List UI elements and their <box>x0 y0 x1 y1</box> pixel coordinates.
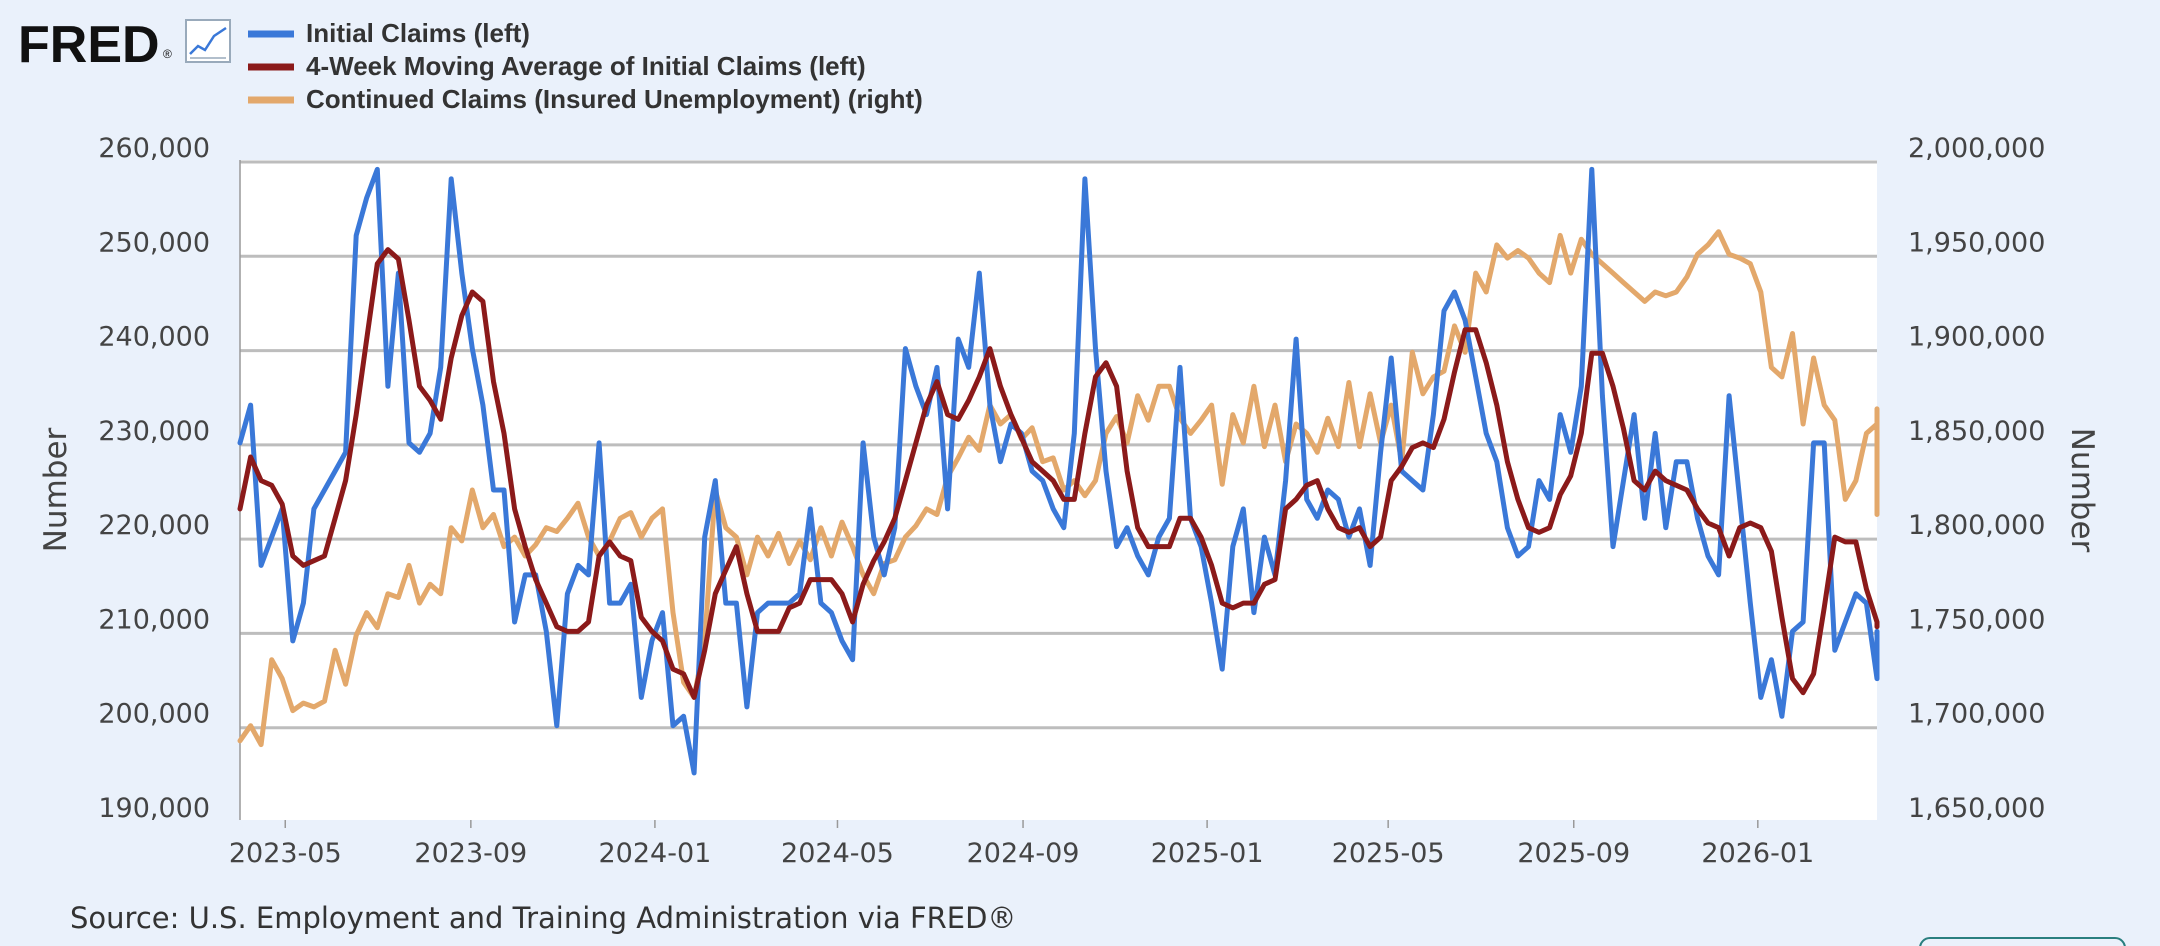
left-axis-title: Number <box>38 427 74 552</box>
left-tick-label: 190,000 <box>98 793 210 824</box>
x-tick-label: 2023-09 <box>414 838 527 869</box>
graph-icon <box>185 19 231 63</box>
legend-label-2: 4-Week Moving Average of Initial Claims … <box>306 51 866 81</box>
right-tick-label: 1,850,000 <box>1908 416 2045 447</box>
x-tick-label: 2024-09 <box>967 838 1080 869</box>
left-tick-label: 220,000 <box>98 510 210 541</box>
right-tick-label: 1,650,000 <box>1908 793 2045 824</box>
right-tick-label: 1,700,000 <box>1908 699 2045 730</box>
series-line-1[interactable] <box>237 166 1880 776</box>
logo-text: FRED <box>18 16 160 74</box>
left-tick-label: 250,000 <box>98 227 210 258</box>
right-tick-label: 1,900,000 <box>1908 322 2045 353</box>
right-axis-ticks: 2,000,000 1,950,000 1,900,000 1,850,000 1,80… <box>1908 133 2045 824</box>
left-axis-ticks: 260,000 250,000 240,000 230,000 220,000 210,0… <box>98 133 210 824</box>
left-tick-label: 210,000 <box>98 604 210 635</box>
logo-registered-mark: ® <box>163 47 172 61</box>
left-tick-label: 230,000 <box>98 416 210 447</box>
x-tick-label: 2026-01 <box>1701 838 1814 869</box>
x-tick-label: 2025-05 <box>1332 838 1445 869</box>
left-tick-label: 200,000 <box>98 699 210 730</box>
x-tick-label: 2024-01 <box>599 838 712 869</box>
legend-label-3: Continued Claims (Insured Unemployment) … <box>306 84 923 114</box>
source-note: Source: U.S. Employment and Training Adm… <box>70 901 1016 935</box>
right-tick-label: 1,750,000 <box>1908 604 2045 635</box>
x-tick-label: 2025-01 <box>1151 838 1264 869</box>
fred-logo[interactable]: FRED ® <box>18 16 231 74</box>
right-tick-label: 1,800,000 <box>1908 510 2045 541</box>
right-tick-label: 1,950,000 <box>1908 227 2045 258</box>
x-tick-label: 2023-05 <box>229 838 342 869</box>
legend-label-1: Initial Claims (left) <box>306 18 530 48</box>
left-tick-label: 260,000 <box>98 133 210 164</box>
x-axis-ticks: 2023-05 2023-09 2024-01 2024-05 2024-09 2025-… <box>229 820 1814 869</box>
x-tick-label: 2025-09 <box>1517 838 1630 869</box>
right-tick-label: 2,000,000 <box>1908 133 2045 164</box>
series-layer <box>237 166 1880 776</box>
series-line-2[interactable] <box>237 247 1880 700</box>
cropped-button[interactable] <box>1919 937 2126 946</box>
x-tick-label: 2024-05 <box>781 838 894 869</box>
legend: Initial Claims (left)4-Week Moving Avera… <box>248 18 923 114</box>
series-line-3[interactable] <box>237 229 1880 748</box>
left-tick-label: 240,000 <box>98 322 210 353</box>
right-axis-title: Number <box>2064 428 2100 553</box>
